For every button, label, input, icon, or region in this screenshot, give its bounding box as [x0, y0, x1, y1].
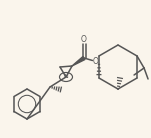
Text: O: O [81, 34, 87, 43]
Polygon shape [72, 56, 85, 66]
Text: O: O [93, 56, 99, 66]
Text: N: N [64, 75, 68, 79]
